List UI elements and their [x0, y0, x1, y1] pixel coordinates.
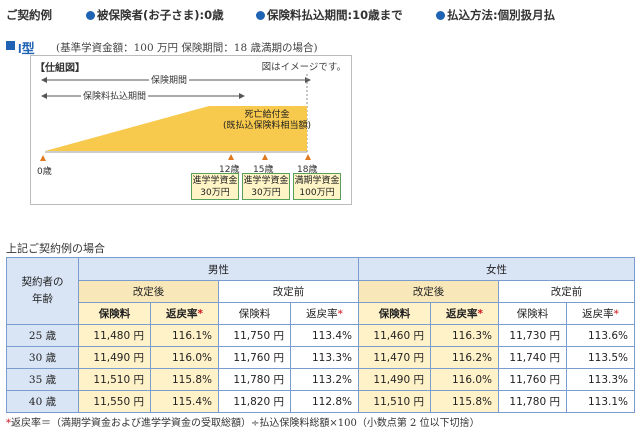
premium-cell: 11,550 円	[78, 390, 151, 413]
return-rate-cell: 115.8%	[430, 390, 499, 413]
premium-cell: 11,730 円	[498, 324, 567, 347]
payout-box: 進学学資金 30万円	[242, 173, 290, 200]
before-revision-header: 改定前	[218, 280, 359, 303]
return-rate-header: 返戻率*	[566, 302, 635, 325]
return-rate-cell: 115.8%	[150, 368, 219, 391]
return-rate-cell: 113.3%	[566, 368, 635, 391]
before-revision-header: 改定前	[498, 280, 635, 303]
arrow-right-icon	[239, 93, 245, 99]
structure-diagram: 【仕組図】 図はイメージです。 保険期間 保険料払込期間 死亡給付金 (既払込保…	[30, 55, 352, 205]
return-rate-header: 返戻率*	[430, 302, 499, 325]
table-caption: 上記ご契約例の場合	[6, 242, 105, 255]
premium-header: 保険料	[498, 302, 567, 325]
after-revision-header: 改定後	[78, 280, 219, 303]
contract-example-item-payment-method: 払込方法:個別扱月払	[436, 7, 555, 23]
premium-cell: 11,510 円	[78, 368, 151, 391]
premium-cell: 11,740 円	[498, 346, 567, 369]
header-row-revision: 改定後 改定前 改定後 改定前	[7, 280, 635, 303]
contract-example-line: ご契約例 被保険者(お子さま):0歳 保険料払込期間:10歳まで 払込方法:個別…	[6, 5, 636, 23]
arrow-left-icon	[41, 77, 47, 83]
gender-header-female: 女性	[358, 257, 635, 281]
bullet-icon	[436, 11, 445, 20]
square-bullet-icon	[6, 41, 15, 50]
premium-cell: 11,460 円	[358, 324, 431, 347]
gender-header-male: 男性	[78, 257, 359, 281]
payout-age: 18歳	[297, 165, 318, 175]
contract-example-heading: ご契約例	[6, 8, 52, 22]
return-rate-cell: 113.1%	[566, 390, 635, 413]
premium-header: 保険料	[78, 302, 151, 325]
return-rate-header: 返戻率*	[150, 302, 219, 325]
table-row: 30 歳 11,490 円 116.0% 11,760 円 113.3% 11,…	[6, 346, 635, 369]
premium-table: 契約者の 年齢 男性 女性 改定後 改定前 改定後 改定前 保険料 返戻率* 保…	[6, 257, 635, 413]
bullet-icon	[86, 11, 95, 20]
payout-age: 15歳	[253, 165, 274, 175]
insurance-period-label: 保険期間	[149, 73, 190, 86]
return-rate-cell: 112.8%	[290, 390, 359, 413]
payout-age: 12歳	[219, 165, 240, 175]
payment-period-label: 保険料払込期間	[81, 89, 149, 102]
age-cell: 35 歳	[6, 368, 79, 391]
contract-example-item-insured: 被保険者(お子さま):0歳	[86, 7, 224, 23]
type-conditions: (基準学資金額：100 万円 保険期間：18 歳満期の場合)	[56, 42, 318, 54]
diagram-arrows	[41, 74, 311, 154]
triangle-marker-icon	[40, 155, 46, 161]
return-rate-cell: 116.2%	[430, 346, 499, 369]
diagram-note: 図はイメージです。	[261, 62, 346, 73]
premium-cell: 11,490 円	[358, 368, 431, 391]
premium-cell: 11,820 円	[218, 390, 291, 413]
bullet-icon	[256, 11, 265, 20]
return-rate-cell: 115.4%	[150, 390, 219, 413]
return-rate-cell: 113.4%	[290, 324, 359, 347]
arrow-left-icon	[41, 93, 47, 99]
return-rate-cell: 113.3%	[290, 346, 359, 369]
return-rate-cell: 116.1%	[150, 324, 219, 347]
death-benefit-area	[45, 106, 307, 151]
payout-box: 進学学資金 30万円	[191, 173, 239, 200]
type-name: I型	[18, 41, 35, 56]
premium-cell: 11,510 円	[358, 390, 431, 413]
diagram-title: 【仕組図】	[35, 63, 85, 74]
return-rate-cell: 116.0%	[430, 368, 499, 391]
table-row: 40 歳 11,550 円 115.4% 11,820 円 112.8% 11,…	[6, 390, 635, 413]
payout-box: 満期学資金 100万円	[293, 173, 341, 200]
premium-cell: 11,490 円	[78, 346, 151, 369]
after-revision-header: 改定後	[358, 280, 499, 303]
death-benefit-text: 死亡給付金 (既払込保険料相当額)	[222, 110, 312, 131]
start-age: 0歳	[37, 167, 52, 177]
age-column-header: 契約者の 年齢	[6, 257, 79, 325]
premium-cell: 11,780 円	[498, 390, 567, 413]
premium-cell: 11,750 円	[218, 324, 291, 347]
triangle-marker-icon	[228, 154, 234, 160]
table-row: 35 歳 11,510 円 115.8% 11,780 円 113.2% 11,…	[6, 368, 635, 391]
footnote: *返戻率＝（満期学資金および進学学資金の受取総額）÷払込保険料総額×100（小数…	[6, 418, 480, 429]
return-rate-header: 返戻率*	[290, 302, 359, 325]
premium-cell: 11,470 円	[358, 346, 431, 369]
return-rate-cell: 113.5%	[566, 346, 635, 369]
return-rate-cell: 113.6%	[566, 324, 635, 347]
arrow-right-icon	[305, 77, 311, 83]
header-row-gender: 契約者の 年齢 男性 女性	[6, 257, 635, 325]
table-row: 25 歳 11,480 円 116.1% 11,750 円 113.4% 11,…	[6, 324, 635, 347]
age-cell: 40 歳	[6, 390, 79, 413]
return-rate-cell: 116.3%	[430, 324, 499, 347]
triangle-marker-icon	[305, 154, 311, 160]
return-rate-cell: 116.0%	[150, 346, 219, 369]
header-row-metric: 保険料 返戻率* 保険料 返戻率* 保険料 返戻率* 保険料 返戻率*	[7, 302, 635, 325]
age-cell: 25 歳	[6, 324, 79, 347]
return-rate-cell: 113.2%	[290, 368, 359, 391]
premium-cell: 11,760 円	[218, 346, 291, 369]
premium-cell: 11,760 円	[498, 368, 567, 391]
premium-header: 保険料	[218, 302, 291, 325]
contract-example-item-payment-period: 保険料払込期間:10歳まで	[256, 7, 403, 23]
premium-header: 保険料	[358, 302, 431, 325]
premium-cell: 11,780 円	[218, 368, 291, 391]
age-cell: 30 歳	[6, 346, 79, 369]
triangle-marker-icon	[262, 154, 268, 160]
premium-cell: 11,480 円	[78, 324, 151, 347]
